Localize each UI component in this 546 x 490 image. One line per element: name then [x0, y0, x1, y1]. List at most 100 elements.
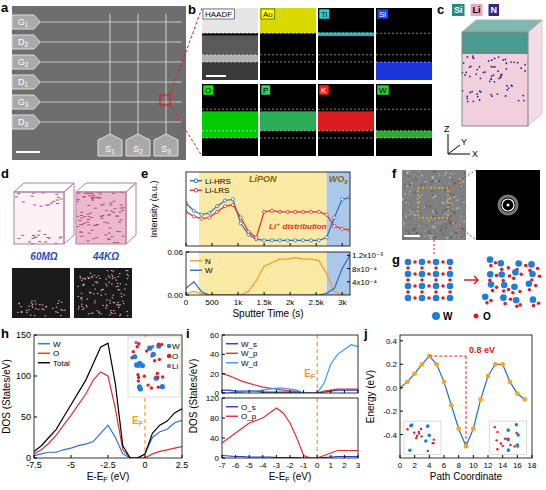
grain	[432, 224, 434, 226]
grain	[421, 202, 423, 204]
grain	[428, 235, 430, 237]
inset-atom	[506, 428, 510, 432]
speck	[18, 303, 20, 304]
o-atom	[441, 284, 445, 288]
n-dot	[466, 56, 468, 58]
marker	[333, 216, 336, 219]
grain	[404, 213, 406, 215]
n-dot	[520, 67, 522, 69]
filament	[83, 196, 86, 197]
y-tick	[222, 458, 225, 459]
grain	[408, 175, 410, 177]
speck	[96, 281, 98, 282]
o-atom	[532, 304, 536, 308]
speck	[62, 310, 64, 311]
box-front	[462, 32, 528, 126]
filament	[15, 196, 18, 197]
marker	[270, 239, 273, 242]
marker	[420, 362, 425, 367]
text-part: 3	[24, 121, 28, 128]
text-part: F	[139, 419, 144, 428]
filament	[111, 236, 114, 237]
filament	[28, 241, 31, 242]
n-dot	[491, 59, 493, 61]
speck	[106, 305, 108, 306]
o-atom	[413, 272, 417, 276]
y-tick-label: -0.2	[383, 407, 397, 416]
map-label: W	[379, 86, 387, 95]
grain	[462, 181, 464, 183]
legend: WOTotal	[38, 340, 70, 368]
x-tick-label: -2.5	[100, 460, 116, 470]
inset-atom	[147, 346, 152, 351]
o-atom	[427, 284, 431, 288]
pad-label: S2	[133, 144, 143, 155]
series-line	[186, 198, 350, 241]
grain	[430, 196, 432, 198]
n-dot	[522, 95, 524, 97]
electrode-line	[40, 21, 182, 22]
speck	[35, 308, 37, 309]
n-dot	[505, 62, 507, 64]
interface-line	[260, 138, 316, 139]
filament	[60, 199, 63, 200]
inset-atom	[409, 424, 413, 428]
y-axis-title: DOS (States/eV)	[1, 359, 12, 433]
speck	[106, 300, 108, 301]
speck	[35, 304, 37, 305]
o-atom	[420, 278, 424, 282]
filament	[97, 197, 100, 198]
grain	[449, 197, 451, 199]
o-atom	[494, 261, 498, 265]
n-dot	[498, 56, 500, 58]
n-dot	[493, 74, 495, 76]
speck	[94, 275, 96, 276]
n-dot	[472, 57, 474, 59]
x-tick-label: 6	[442, 461, 447, 470]
n-dot	[471, 91, 473, 93]
map-label-box	[377, 9, 388, 19]
o-atom	[491, 289, 495, 293]
w-atom	[530, 296, 537, 303]
link-line	[448, 218, 476, 240]
grain	[432, 176, 434, 178]
interface-line	[376, 109, 432, 110]
region	[199, 172, 327, 246]
speck	[97, 293, 99, 294]
inset-atom	[515, 423, 519, 427]
pad-label: D2	[18, 37, 29, 48]
legend-label: Total	[53, 359, 70, 368]
grain	[411, 216, 413, 218]
inset-atom	[433, 438, 435, 440]
grain	[445, 227, 447, 229]
o-atom	[508, 274, 512, 278]
legend-label: O	[53, 349, 59, 358]
o-atom	[485, 301, 489, 305]
x-tick	[344, 390, 345, 393]
filament	[86, 214, 89, 215]
n-dot	[490, 78, 492, 80]
speck	[31, 305, 33, 306]
filament	[120, 205, 123, 206]
n-dot	[506, 89, 508, 91]
speck	[105, 307, 107, 308]
pad	[98, 134, 122, 156]
grain	[402, 213, 404, 215]
filament	[122, 236, 125, 237]
grain	[433, 212, 435, 214]
marker	[309, 239, 312, 242]
interface-line	[318, 130, 374, 131]
scale-bar	[404, 235, 420, 237]
speck	[80, 298, 82, 299]
x-tick	[400, 455, 401, 458]
series-line	[186, 205, 350, 237]
grain	[416, 232, 418, 234]
x-tick-label: 2	[342, 461, 347, 470]
interface-line	[318, 54, 374, 55]
w-atom	[513, 297, 520, 304]
inset-atom	[496, 431, 498, 433]
inset-atom	[161, 375, 164, 378]
panel-d-filaments: 60MΩ44KΩ	[12, 183, 136, 318]
grain	[440, 229, 442, 231]
grain	[452, 179, 454, 181]
